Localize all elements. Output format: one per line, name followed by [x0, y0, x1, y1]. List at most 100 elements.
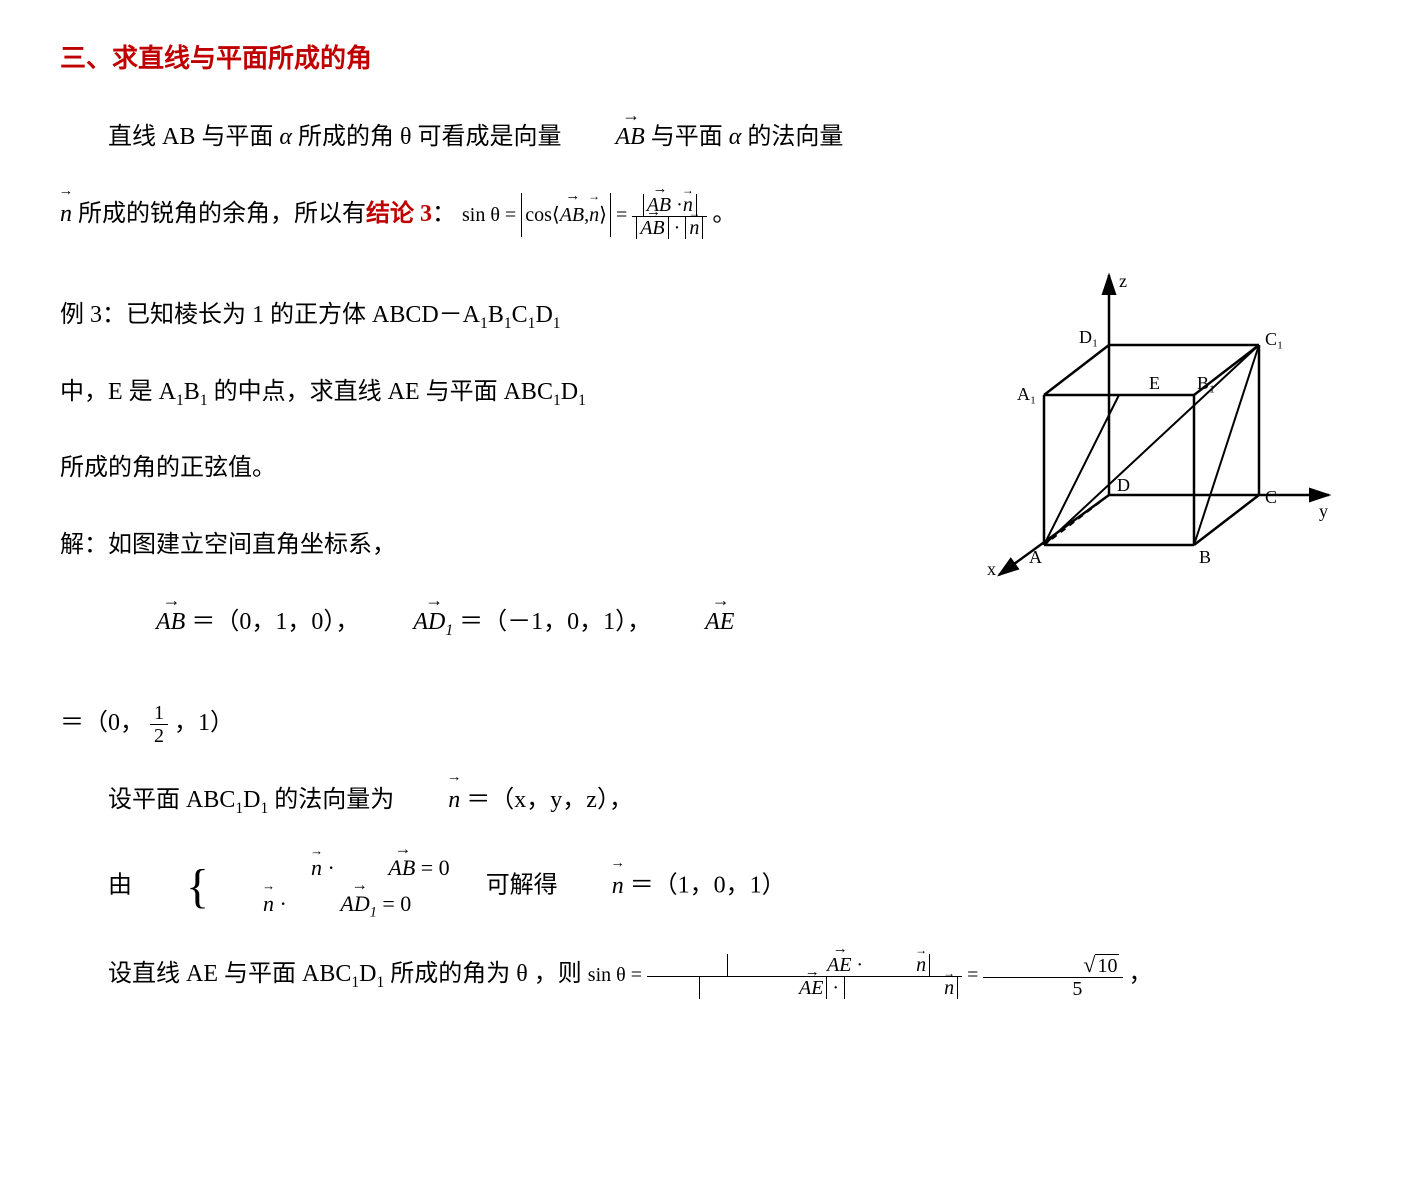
ex-line3: 所成的角的正弦值。 — [60, 442, 949, 495]
ex-l2c: 的中点，求直线 AE 与平面 ABC — [208, 379, 553, 405]
brace-icon: { — [138, 863, 209, 911]
ae-eq: ＝（0， — [60, 710, 144, 736]
ad1sub: 1 — [445, 622, 453, 639]
sol-line1: 解：如图建立空间直角坐标系， — [60, 519, 949, 572]
ex-l2a: 中，E 是 A — [60, 379, 176, 405]
ffae2: AE — [751, 977, 823, 999]
fl-2: D — [359, 961, 376, 987]
solve-text: 可解得 — [486, 873, 558, 899]
plane-line: 设平面 ABC1D1 的法向量为 n ＝（x，y，z）， — [60, 774, 1349, 827]
example-row: 例 3：已知棱长为 1 的正方体 ABCD－A1B1C1D1 中，E 是 A1B… — [60, 265, 1349, 673]
fl-3: 所成的角为 θ ，则 — [384, 961, 582, 987]
pl-3: 的法向量为 — [268, 787, 394, 813]
bn2: n — [215, 886, 274, 921]
ex-t3: C — [512, 302, 528, 328]
formula-1: sin θ = cosAB,n = AB ·n AB · n — [462, 204, 712, 226]
cube-diagram: A B C D A₁ B₁ C₁ D₁ E z y x — [969, 265, 1349, 585]
label-B: B — [1199, 547, 1211, 567]
intro-2: 所成的角 θ 可看成是向量 — [298, 124, 562, 150]
conclusion-label: 结论 3 — [366, 201, 432, 227]
vec-ab-f: AB — [560, 193, 584, 237]
den5: 5 — [983, 978, 1123, 1000]
vec-n-2: n — [400, 774, 460, 827]
section-title: 三、求直线与平面所成的角 — [60, 30, 1349, 87]
den-n: n — [689, 217, 699, 239]
label-D: D — [1117, 475, 1130, 495]
alpha-2: α — [729, 124, 742, 150]
s8: 1 — [578, 391, 586, 408]
ex-t1: 已知棱长为 1 的正方体 ABCD－A — [126, 302, 480, 328]
sol-t1: 如图建立空间直角坐标系， — [108, 532, 396, 558]
alpha-1: α — [279, 124, 292, 150]
bad1: AD1 — [292, 886, 376, 924]
pl-1: 设平面 ABC — [108, 787, 235, 813]
s2: 1 — [504, 315, 512, 332]
ad1txt: AD — [413, 609, 445, 635]
example-left: 例 3：已知棱长为 1 的正方体 ABCD－A1B1C1D1 中，E 是 A1B… — [60, 265, 949, 673]
vec-ab-1: AB — [567, 111, 644, 164]
fl-1: 设直线 AE 与平面 ABC — [108, 961, 351, 987]
ex-line2: 中，E 是 A1B1 的中点，求直线 AE 与平面 ABC1D1 — [60, 366, 949, 419]
sys-label: 由 — [108, 873, 132, 899]
v-ad1-eq: ＝（－1，0，1）， — [459, 609, 651, 635]
ff-frac1: AE · n AE · n — [647, 954, 962, 999]
ex-l2b: B — [184, 379, 200, 405]
label-z: z — [1119, 271, 1127, 291]
intro-5: 所成的锐角的余角，所以有 — [78, 201, 366, 227]
den-ab: AB — [640, 217, 664, 239]
ffn2: n — [896, 977, 954, 999]
s1: 1 — [480, 315, 488, 332]
ex-l2d: D — [561, 379, 578, 405]
colon-1: ： — [432, 201, 456, 227]
pls1: 1 — [235, 799, 243, 816]
label-y: y — [1319, 501, 1328, 521]
s4: 1 — [553, 315, 561, 332]
label-x: x — [987, 559, 996, 579]
main-frac: AB ·n AB · n — [632, 194, 707, 239]
vec-line: AB ＝（0，1，0）， AD1 ＝（－1，0，1）， AE — [60, 596, 949, 649]
fls1: 1 — [351, 974, 359, 991]
vec-n-f: n — [589, 193, 599, 237]
sol-label: 解： — [60, 532, 108, 558]
system-line: 由 { n · AB = 0 n · AD1 = 0 可解得 n ＝（1，0，1… — [60, 850, 1349, 923]
intro-3: 与平面 — [651, 124, 723, 150]
intro-para-2: n 所成的锐角的余角，所以有结论 3： sin θ = cosAB,n = AB… — [60, 188, 1349, 241]
cos-text: cos — [525, 204, 552, 226]
v-ad1: AD1 — [365, 596, 453, 649]
intro-1: 直线 AB 与平面 — [108, 124, 273, 150]
ex-line1: 例 3：已知棱长为 1 的正方体 ABCD－A1B1C1D1 — [60, 289, 949, 342]
label-E: E — [1149, 373, 1160, 393]
pl-2: D — [243, 787, 260, 813]
bad1t: AD — [340, 891, 369, 916]
s7: 1 — [553, 391, 561, 408]
eq1: = 0 — [415, 855, 449, 880]
label-A: A — [1029, 547, 1042, 567]
n-result: ＝（1，0，1） — [630, 873, 786, 899]
ex-t2: B — [488, 302, 504, 328]
final-formula: sin θ = AE · n AE · n = 10 5 — [588, 964, 1129, 986]
brace-content: n · AB = 0 n · AD1 = 0 — [215, 850, 450, 923]
v-ab-eq: ＝（0，1，0）， — [191, 609, 359, 635]
ex-l3: 所成的角的正弦值。 — [60, 455, 276, 481]
ff-lhs: sin θ = — [588, 964, 642, 986]
half-frac: 1 2 — [150, 702, 168, 747]
label-C1: C₁ — [1265, 329, 1283, 349]
ae-continue: ＝（0， 1 2 ，1） — [60, 697, 1349, 750]
angle-br: AB,n — [552, 204, 607, 226]
vec-n-3: n — [564, 860, 624, 913]
v-ae: AE — [657, 596, 734, 649]
label-C: C — [1265, 487, 1277, 507]
comma-end: ， — [1128, 961, 1152, 987]
ex-t4: D — [535, 302, 552, 328]
vec-n-1: n — [60, 188, 72, 241]
label-B1: B₁ — [1197, 373, 1215, 393]
final-line: 设直线 AE 与平面 ABC1D1 所成的角为 θ ，则 sin θ = AE … — [60, 948, 1349, 1001]
s6: 1 — [200, 391, 208, 408]
hd: 2 — [150, 725, 168, 747]
v-ab: AB — [108, 596, 185, 649]
hn: 1 — [150, 702, 168, 725]
intro-para: 直线 AB 与平面 α 所成的角 θ 可看成是向量 AB 与平面 α 的法向量 — [60, 111, 1349, 164]
s5: 1 — [176, 391, 184, 408]
intro-4: 的法向量 — [747, 124, 843, 150]
rad10: 10 — [1095, 954, 1119, 977]
